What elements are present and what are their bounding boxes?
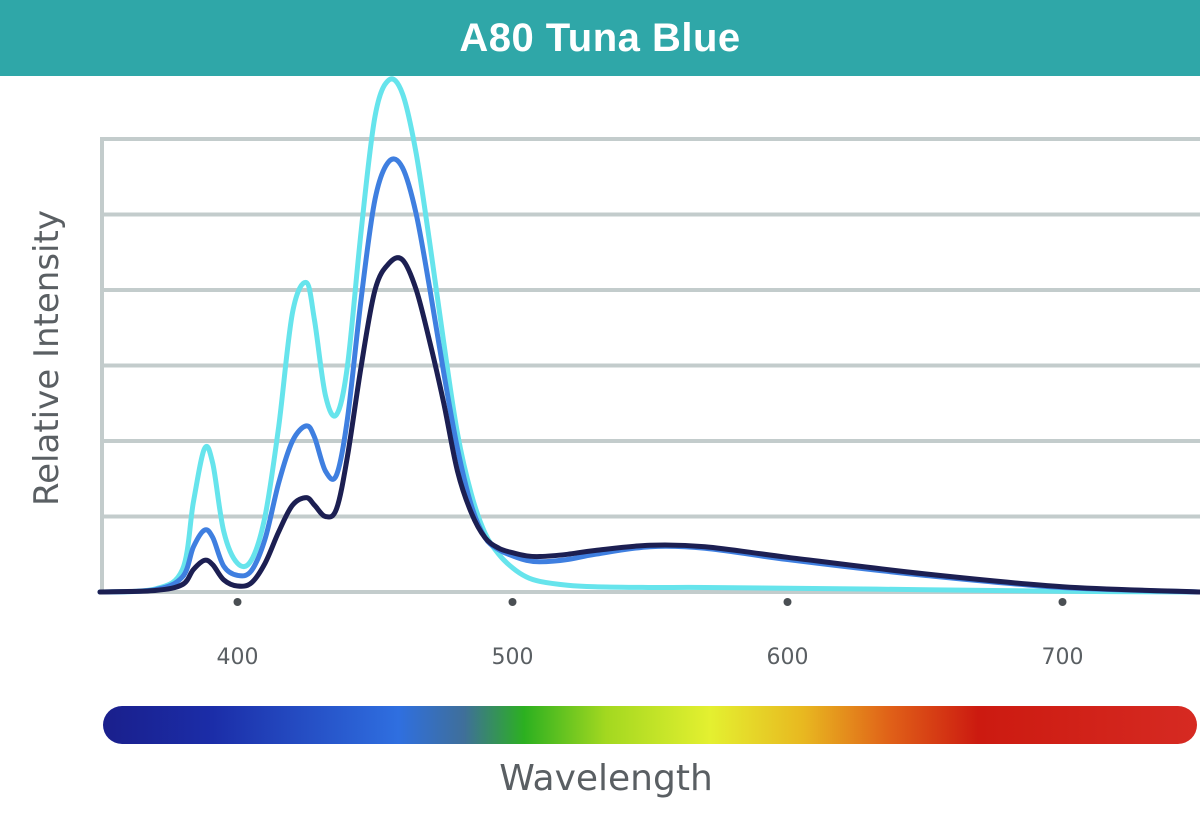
x-axis-label: Wavelength xyxy=(499,758,713,799)
x-tick-mark xyxy=(783,598,792,606)
series-group xyxy=(97,76,1200,595)
series-line-1 xyxy=(97,76,1200,595)
x-axis-ticks: 400 500 600 700 xyxy=(217,598,1084,670)
series-line-3 xyxy=(97,255,1200,595)
x-tick-mark xyxy=(1058,598,1067,606)
wavelength-spectrum-bar xyxy=(103,706,1197,744)
title-bar: A80 Tuna Blue xyxy=(0,0,1200,76)
x-tick-label: 700 xyxy=(1042,645,1084,670)
chart-title: A80 Tuna Blue xyxy=(459,15,741,60)
x-tick-label: 600 xyxy=(767,645,809,670)
x-tick-label: 500 xyxy=(492,645,534,670)
x-tick-label: 400 xyxy=(217,645,259,670)
x-tick-mark xyxy=(508,598,517,606)
x-tick-mark xyxy=(233,598,242,606)
y-axis-label: Relative Intensity xyxy=(27,210,67,506)
